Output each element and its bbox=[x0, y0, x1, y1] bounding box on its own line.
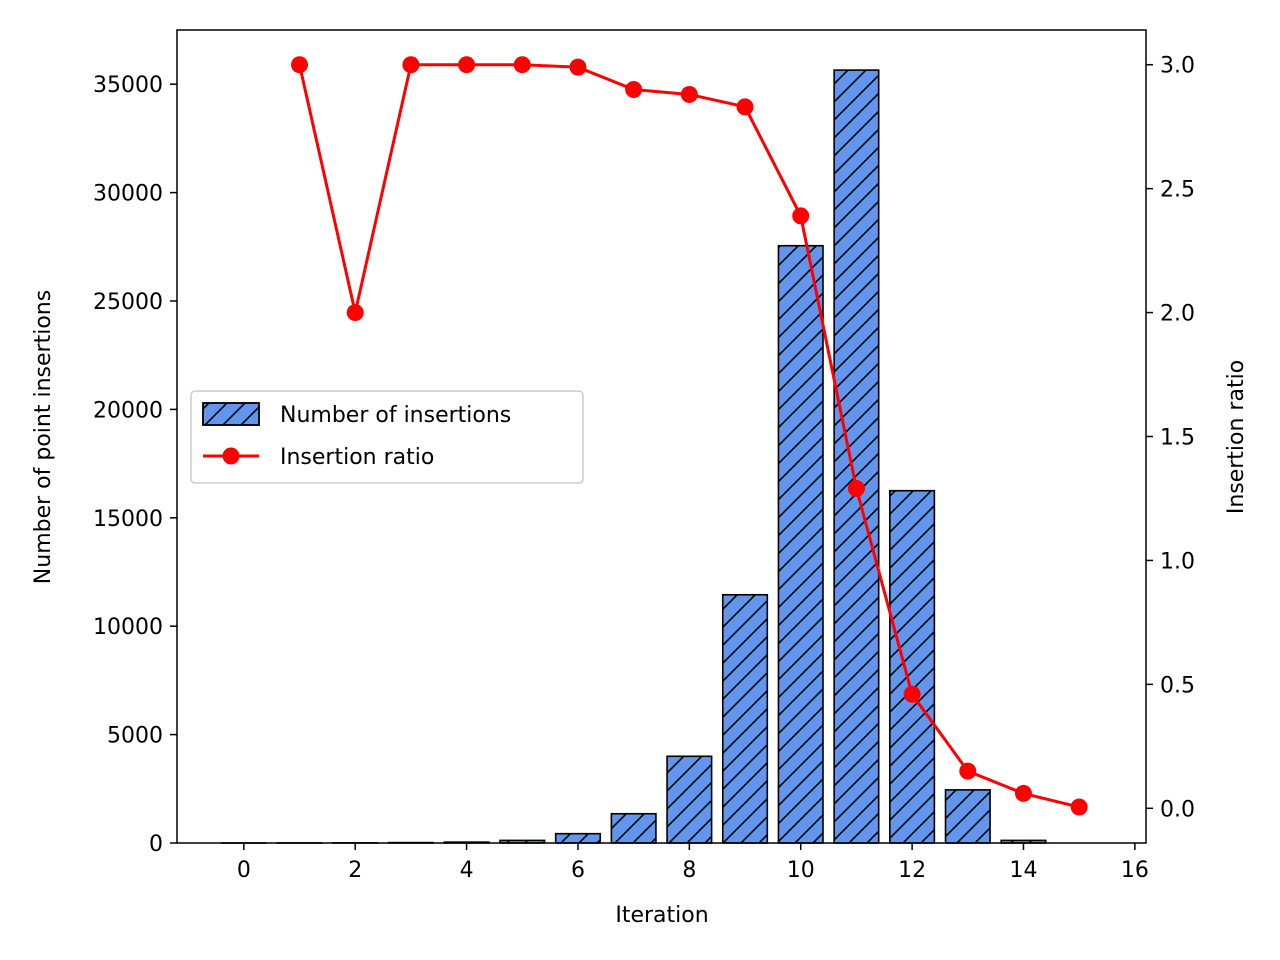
bars-layer bbox=[220, 69, 1047, 844]
y2-tick-label: 2.0 bbox=[1160, 302, 1195, 327]
x-tick-label: 10 bbox=[787, 858, 815, 883]
bar-iteration-7 bbox=[610, 812, 657, 844]
legend-bar-swatch-hatch bbox=[202, 402, 260, 426]
bar-iteration-12 bbox=[889, 489, 936, 844]
y2-tick-label: 2.5 bbox=[1160, 178, 1195, 203]
ratio-point-12 bbox=[903, 685, 921, 703]
bar-iteration-11 bbox=[833, 69, 880, 844]
x-axis-title: Iteration bbox=[615, 903, 708, 928]
y2-tick-label: 1.0 bbox=[1160, 549, 1195, 574]
bar-iteration-10 bbox=[777, 244, 824, 844]
bar-iteration-13 bbox=[944, 789, 991, 844]
axes-layer: 0 2 4 6 8 10 12 14 16 0 5000 10000 15000 20000 25000 30… bbox=[93, 54, 1195, 883]
legend: Number of insertions Insertion ratio bbox=[190, 390, 584, 484]
legend-label-ratio: Insertion ratio bbox=[280, 445, 434, 470]
ratio-point-15 bbox=[1070, 798, 1088, 816]
y-tick-label: 35000 bbox=[93, 73, 163, 98]
ratio-point-9 bbox=[736, 98, 754, 116]
legend-line-marker bbox=[222, 447, 240, 465]
x-tick-label: 14 bbox=[1009, 858, 1037, 883]
line-layer bbox=[291, 56, 1088, 816]
ratio-point-11 bbox=[847, 480, 865, 498]
y2-tick-label: 0.5 bbox=[1160, 673, 1195, 698]
y-tick-label: 10000 bbox=[93, 615, 163, 640]
y2-tick-label: 3.0 bbox=[1160, 54, 1195, 79]
ratio-point-6 bbox=[569, 58, 587, 76]
ratio-point-10 bbox=[792, 207, 810, 225]
ratio-point-1 bbox=[291, 56, 309, 74]
x-tick-label: 0 bbox=[237, 858, 251, 883]
ratio-point-13 bbox=[959, 762, 977, 780]
legend-label-insertions: Number of insertions bbox=[280, 403, 511, 428]
bar-iteration-6 bbox=[554, 832, 602, 844]
x-tick-label: 2 bbox=[348, 858, 362, 883]
bar-iteration-8 bbox=[666, 755, 713, 844]
ratio-point-8 bbox=[680, 85, 698, 103]
y-tick-label: 25000 bbox=[93, 290, 163, 315]
bar-iteration-9 bbox=[721, 593, 769, 844]
x-tick-label: 6 bbox=[571, 858, 585, 883]
y2-tick-label: 1.5 bbox=[1160, 426, 1195, 451]
y-tick-label: 5000 bbox=[107, 724, 163, 749]
y-axis-title: Number of point insertions bbox=[31, 290, 56, 584]
x-tick-label: 16 bbox=[1121, 858, 1149, 883]
x-tick-label: 4 bbox=[460, 858, 474, 883]
ratio-point-4 bbox=[458, 56, 476, 74]
y-tick-label: 0 bbox=[149, 832, 163, 857]
y-tick-label: 30000 bbox=[93, 182, 163, 207]
y2-tick-label: 0.0 bbox=[1160, 797, 1195, 822]
ratio-point-2 bbox=[346, 304, 364, 322]
x-tick-label: 8 bbox=[682, 858, 696, 883]
y-tick-label: 20000 bbox=[93, 398, 163, 423]
ratio-point-14 bbox=[1014, 784, 1032, 802]
ratio-point-3 bbox=[402, 56, 420, 74]
y-tick-label: 15000 bbox=[93, 507, 163, 532]
legend-box bbox=[190, 390, 584, 484]
x-tick-label: 12 bbox=[898, 858, 926, 883]
ratio-point-5 bbox=[513, 56, 531, 74]
y2-axis-title: Insertion ratio bbox=[1224, 360, 1249, 514]
ratio-point-7 bbox=[625, 80, 643, 98]
